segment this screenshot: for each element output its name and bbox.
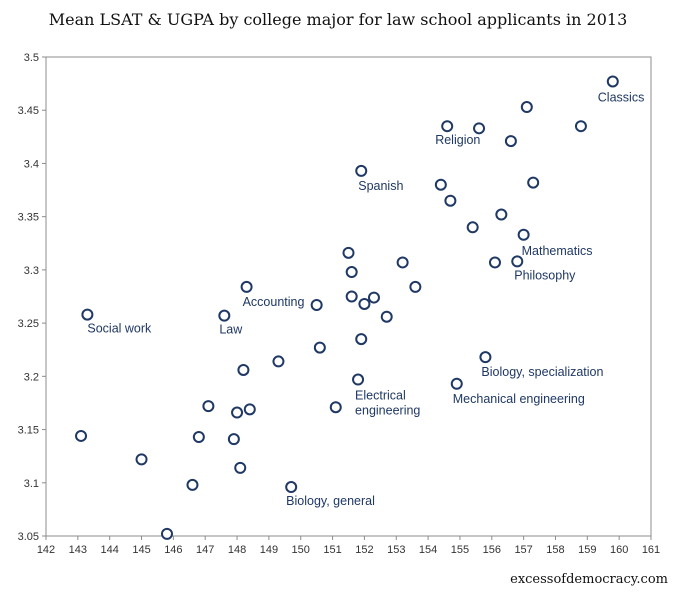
data-point — [504, 135, 517, 148]
y-tick-label: 3.05 — [18, 531, 39, 543]
point-label: Law — [219, 323, 243, 337]
y-tick-label: 3.35 — [18, 212, 39, 224]
data-point — [75, 429, 88, 442]
x-tick-label: 145 — [132, 544, 150, 556]
chart-title: Mean LSAT & UGPA by college major for la… — [48, 10, 628, 29]
x-tick-label: 154 — [419, 544, 437, 556]
data-point — [488, 256, 501, 269]
data-point — [574, 120, 587, 133]
y-tick-label: 3.3 — [24, 265, 39, 277]
point-label: Philosophy — [514, 268, 576, 282]
data-point — [527, 176, 540, 189]
data-point — [218, 309, 231, 322]
data-point — [450, 377, 463, 390]
data-point — [234, 461, 247, 474]
point-label: Biology, general — [286, 494, 375, 508]
x-tick-label: 148 — [228, 544, 246, 556]
x-tick-label: 151 — [323, 544, 341, 556]
x-tick-label: 152 — [355, 544, 373, 556]
data-point — [285, 481, 298, 494]
data-point — [520, 101, 533, 114]
x-tick-label: 142 — [37, 544, 55, 556]
data-point — [202, 400, 215, 413]
data-point — [272, 355, 285, 368]
data-point — [495, 208, 508, 221]
data-point — [466, 221, 479, 234]
x-tick-label: 159 — [578, 544, 596, 556]
data-point — [473, 122, 486, 135]
data-point — [345, 266, 358, 279]
data-point — [352, 373, 365, 386]
x-tick-label: 157 — [514, 544, 532, 556]
data-point — [81, 308, 94, 321]
data-point — [511, 255, 524, 268]
x-tick-label: 147 — [196, 544, 214, 556]
x-tick-label: 143 — [69, 544, 87, 556]
data-point — [444, 194, 457, 207]
data-point — [517, 228, 530, 241]
data-point — [310, 299, 323, 312]
y-tick-label: 3.1 — [24, 478, 39, 490]
y-tick-label: 3.2 — [24, 371, 39, 383]
x-tick-label: 153 — [387, 544, 405, 556]
data-point — [380, 310, 393, 323]
x-tick-label: 161 — [642, 544, 660, 556]
x-tick-label: 144 — [101, 544, 119, 556]
y-tick-label: 3.15 — [18, 425, 39, 437]
data-point — [135, 453, 148, 466]
x-tick-label: 150 — [292, 544, 310, 556]
data-point — [409, 280, 422, 293]
data-point — [358, 297, 371, 310]
point-label: engineering — [355, 404, 420, 418]
data-point — [237, 363, 250, 376]
data-point — [434, 178, 447, 191]
data-point — [240, 280, 253, 293]
plot-area-border — [45, 56, 652, 537]
x-tick-label: 146 — [164, 544, 182, 556]
data-point — [345, 290, 358, 303]
data-point — [367, 291, 380, 304]
data-point — [355, 333, 368, 346]
data-point — [161, 527, 173, 540]
point-label: Mechanical engineering — [453, 392, 585, 406]
point-label: Classics — [598, 90, 645, 104]
x-tick-label: 160 — [610, 544, 628, 556]
point-label: Social work — [87, 322, 152, 336]
data-point — [479, 351, 492, 364]
y-tick-label: 3.5 — [24, 52, 39, 64]
data-point — [192, 431, 205, 444]
data-point — [355, 164, 368, 177]
data-point — [342, 246, 355, 259]
point-label: Biology, specialization — [481, 365, 603, 379]
data-point — [231, 406, 244, 419]
point-label: Mathematics — [522, 244, 593, 258]
y-tick-label: 3.25 — [18, 318, 39, 330]
data-point — [606, 75, 619, 88]
data-point — [186, 478, 199, 491]
point-label: Accounting — [243, 295, 305, 309]
point-label: Spanish — [358, 179, 403, 193]
data-point — [441, 120, 454, 133]
x-tick-label: 155 — [451, 544, 469, 556]
data-point — [313, 341, 326, 354]
x-tick-label: 149 — [260, 544, 278, 556]
y-tick-label: 3.45 — [18, 105, 39, 117]
source-credit: excessofdemocracy.com — [510, 572, 668, 587]
data-point — [396, 256, 409, 269]
data-point — [243, 403, 256, 416]
x-tick-label: 156 — [483, 544, 501, 556]
point-label: Electrical — [355, 389, 406, 403]
data-point — [227, 433, 240, 446]
y-tick-label: 3.4 — [24, 158, 39, 170]
point-label: Religion — [435, 133, 480, 147]
data-point — [329, 401, 342, 414]
x-tick-label: 158 — [546, 544, 564, 556]
